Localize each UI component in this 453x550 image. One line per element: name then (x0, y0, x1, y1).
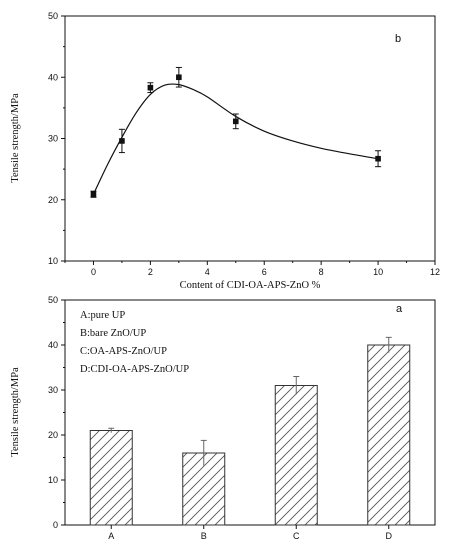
bottom-y-tick-label: 50 (48, 295, 58, 305)
bottom-panel-label: a (396, 303, 403, 315)
top-x-tick-label: 10 (373, 267, 383, 277)
bottom-axis-ticks: 0 10 20 30 40 50 (48, 295, 65, 530)
top-x-tick-label: 4 (205, 267, 210, 277)
square-marker (176, 74, 182, 81)
top-x-tick-label: 12 (430, 267, 440, 277)
top-x-tick-label: 0 (91, 267, 96, 277)
top-x-tick-label: 2 (148, 267, 153, 277)
bar-group: C (274, 376, 318, 541)
bottom-y-tick-label: 0 (53, 520, 58, 530)
square-marker (147, 84, 154, 91)
bottom-y-tick-label: 10 (48, 475, 58, 485)
bar-group: D (367, 336, 411, 541)
top-fit-curve (92, 83, 379, 195)
bar-group: A (89, 427, 133, 541)
data-point (375, 150, 382, 168)
bottom-legend: A:pure UP B:bare ZnO/UP C:OA-APS-ZnO/UP … (80, 310, 189, 375)
top-panel-label: b (395, 33, 401, 45)
top-y-tick-label: 10 (48, 256, 58, 266)
data-point (118, 128, 125, 154)
bottom-y-tick-label: 20 (48, 430, 58, 440)
bar (89, 430, 133, 526)
bottom-x-tick-label: A (108, 531, 114, 541)
data-point (232, 113, 239, 130)
legend-item-b: B:bare ZnO/UP (80, 328, 146, 339)
data-point (175, 66, 182, 88)
square-marker (375, 155, 381, 162)
data-point (147, 82, 154, 94)
legend-item-d: D:CDI-OA-APS-ZnO/UP (80, 364, 189, 375)
bar (367, 344, 411, 526)
square-marker (90, 191, 97, 198)
top-y-tick-label: 50 (48, 11, 58, 21)
legend-item-a: A:pure UP (80, 310, 125, 321)
bottom-x-tick-label: B (201, 531, 207, 541)
top-y-axis-label: Tensile strength/MPa (10, 93, 21, 183)
legend-item-c: C:OA-APS-ZnO/UP (80, 346, 167, 357)
top-axis-ticks: 0 2 4 6 8 10 12 10 20 30 40 50 (48, 11, 440, 277)
top-x-tick-label: 8 (319, 267, 324, 277)
square-marker (232, 118, 239, 125)
top-x-axis-label: Content of CDI-OA-APS-ZnO % (180, 280, 321, 291)
bottom-y-axis-label: Tensile strength/MPa (10, 367, 21, 457)
bar-group: B (182, 439, 226, 541)
top-y-tick-label: 20 (48, 195, 58, 205)
bottom-y-tick-label: 40 (48, 340, 58, 350)
top-x-tick-label: 6 (262, 267, 267, 277)
bottom-y-tick-label: 30 (48, 385, 58, 395)
data-point (90, 190, 97, 198)
bottom-bars: A B C D (89, 336, 411, 541)
bar (274, 385, 318, 526)
fit-curve-line (92, 83, 379, 195)
top-y-tick-label: 30 (48, 134, 58, 144)
bottom-x-tick-label: D (386, 531, 393, 541)
top-y-tick-label: 40 (48, 72, 58, 82)
tensile-vs-content-chart: 0 2 4 6 8 10 12 10 20 30 40 50 Content of CDI-OA-AP… (10, 11, 440, 291)
square-marker (119, 138, 125, 144)
top-data-points (90, 66, 382, 198)
bottom-x-tick-label: C (293, 531, 300, 541)
